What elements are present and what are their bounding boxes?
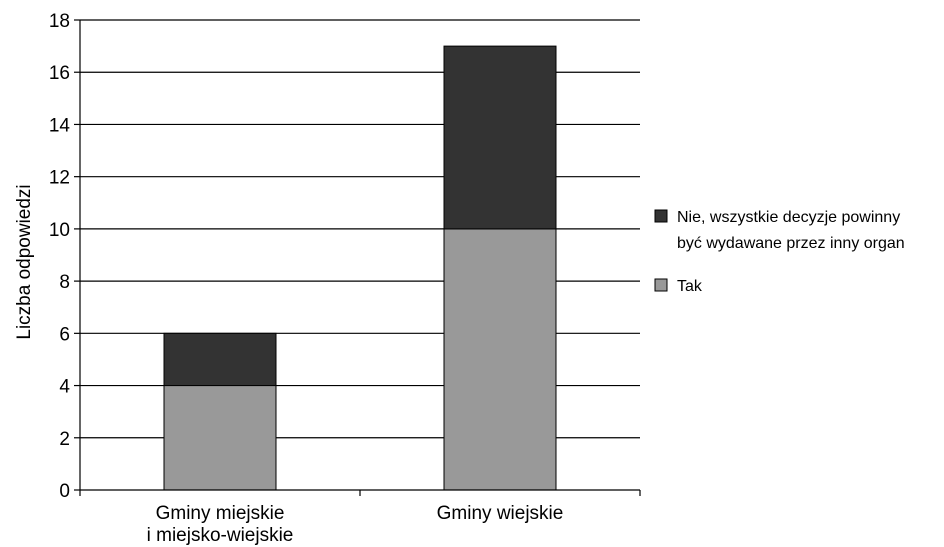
y-tick-label: 0 [59, 481, 70, 502]
y-tick-label: 6 [59, 324, 70, 345]
legend-label: Tak [677, 278, 703, 295]
legend-swatch [654, 278, 668, 292]
category-label: Gminy wiejskie [437, 503, 564, 524]
y-tick-label: 14 [49, 115, 71, 136]
bar-tak-2 [443, 228, 557, 491]
axes [74, 19, 641, 496]
bars [163, 45, 557, 491]
y-axis-label: Liczba odpowiedzi [14, 184, 35, 339]
y-tick-label: 16 [49, 63, 70, 84]
bar-tak-1 [163, 385, 277, 491]
category-label: i miejsko-wiejskie [147, 525, 294, 546]
bar-nie-1 [163, 332, 277, 387]
y-tick-label: 12 [49, 168, 70, 189]
y-tick-labels: 0 2 4 6 8 10 12 14 16 18 [49, 11, 71, 502]
y-tick-label: 4 [59, 377, 70, 398]
bar-nie-2 [443, 45, 557, 230]
legend-swatch [654, 209, 668, 223]
y-tick-label: 8 [59, 272, 70, 293]
y-tick-label: 18 [49, 11, 70, 32]
y-tick-label: 2 [59, 429, 70, 450]
legend: Nie, wszystkie decyzje powinny być wydawa… [654, 209, 905, 295]
category-label: Gminy miejskie [156, 503, 285, 524]
legend-label: być wydawane przez inny organ [677, 235, 905, 252]
y-tick-label: 10 [49, 220, 70, 241]
legend-label: Nie, wszystkie decyzje powinny [677, 209, 900, 226]
